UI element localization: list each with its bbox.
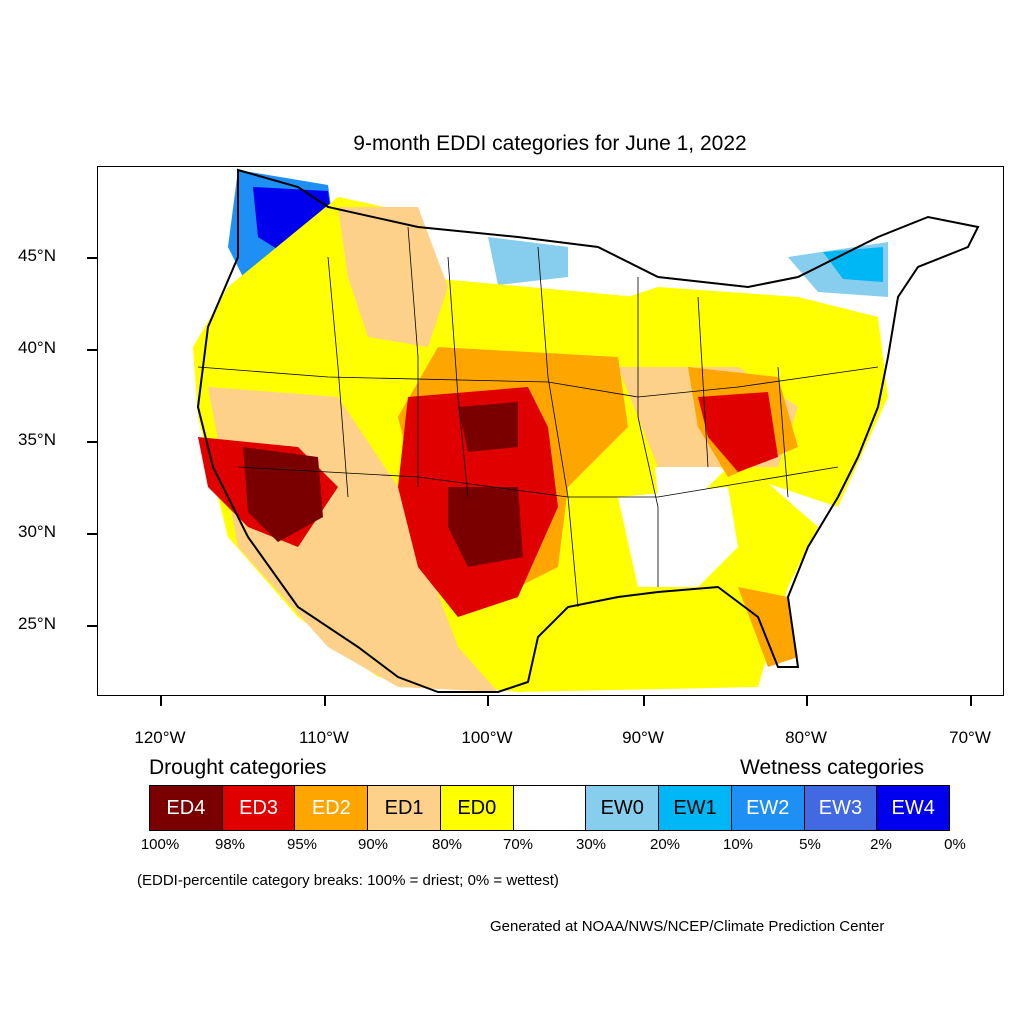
lon-label-80: 80°W — [785, 728, 827, 747]
legend-swatch-ew0: EW0 — [586, 786, 660, 830]
lon-label-90: 90°W — [622, 728, 664, 747]
legend-break-label: 70% — [502, 836, 534, 853]
drought-region-ed4-oklahoma — [448, 487, 523, 567]
lon-label-110: 110°W — [299, 728, 349, 747]
legend-swatch-ew3: EW3 — [804, 786, 878, 830]
lat-tick — [87, 257, 97, 259]
lat-label-35: 35°N — [18, 430, 56, 449]
lat-label-25: 25°N — [18, 614, 56, 633]
lat-tick — [87, 441, 97, 443]
wetness-heading: Wetness categories — [740, 756, 925, 779]
map-panel — [97, 166, 1004, 696]
lon-tick — [643, 696, 645, 706]
drought-heading: Drought categories — [149, 756, 327, 779]
lat-tick — [87, 349, 97, 351]
map-title: 9-month EDDI categories for June 1, 2022 — [353, 132, 747, 155]
legend-colorbar: ED4 ED3 ED2 ED1 ED0 EW0 EW1 EW2 EW3 EW4 — [149, 785, 950, 831]
lon-label-100: 100°W — [461, 728, 513, 747]
legend-swatch-ew4: EW4 — [877, 786, 950, 830]
legend-swatch-normal — [513, 786, 587, 830]
legend-break-label: 10% — [722, 836, 754, 853]
lat-label-30: 30°N — [18, 522, 56, 541]
drought-region-ed1-montana — [338, 207, 448, 347]
lon-tick — [324, 696, 326, 706]
legend-swatch-ed1: ED1 — [368, 786, 441, 830]
lon-tick — [487, 696, 489, 706]
legend-break-label: 80% — [431, 836, 463, 853]
drought-region-ed4-nebraska — [458, 402, 518, 452]
legend-break-label: 2% — [870, 836, 892, 853]
lat-tick — [87, 533, 97, 535]
legend-break-label: 98% — [214, 836, 246, 853]
lon-tick — [970, 696, 972, 706]
lon-label-70: 70°W — [949, 728, 991, 747]
lat-tick — [87, 625, 97, 627]
legend-break-label: 20% — [649, 836, 681, 853]
lon-tick — [806, 696, 808, 706]
legend-swatch-ed4: ED4 — [150, 786, 223, 830]
drought-map — [193, 168, 980, 693]
legend-swatch-ed0: ED0 — [440, 786, 514, 830]
wetness-region-north-dakota — [488, 237, 568, 285]
breaks-note: (EDDI-percentile category breaks: 100% =… — [137, 872, 559, 889]
state-boundaries — [197, 226, 879, 608]
lat-label-40: 40°N — [18, 338, 56, 357]
normal-region-southeast — [618, 487, 738, 587]
legend-swatch-ed2: ED2 — [295, 786, 369, 830]
legend-break-label: 5% — [799, 836, 821, 853]
legend-break-label: 30% — [575, 836, 607, 853]
legend-break-label: 95% — [286, 836, 318, 853]
wetness-region-maine-core — [823, 247, 883, 282]
lon-label-120: 120°W — [134, 728, 186, 747]
legend-swatch-ew2: EW2 — [731, 786, 805, 830]
us-outline — [196, 168, 980, 693]
credit-text: Generated at NOAA/NWS/NCEP/Climate Predi… — [490, 918, 885, 935]
drought-region-ed2-florida — [738, 587, 798, 667]
drought-region-ed3-ohio — [698, 392, 778, 472]
legend-break-label: 90% — [357, 836, 389, 853]
legend-swatch-ed3: ED3 — [222, 786, 296, 830]
legend-break-label: 0% — [944, 836, 966, 853]
lon-tick — [160, 696, 162, 706]
lat-label-45: 45°N — [18, 246, 56, 265]
legend-swatch-ew1: EW1 — [659, 786, 732, 830]
legend-break-label: 100% — [140, 836, 180, 853]
